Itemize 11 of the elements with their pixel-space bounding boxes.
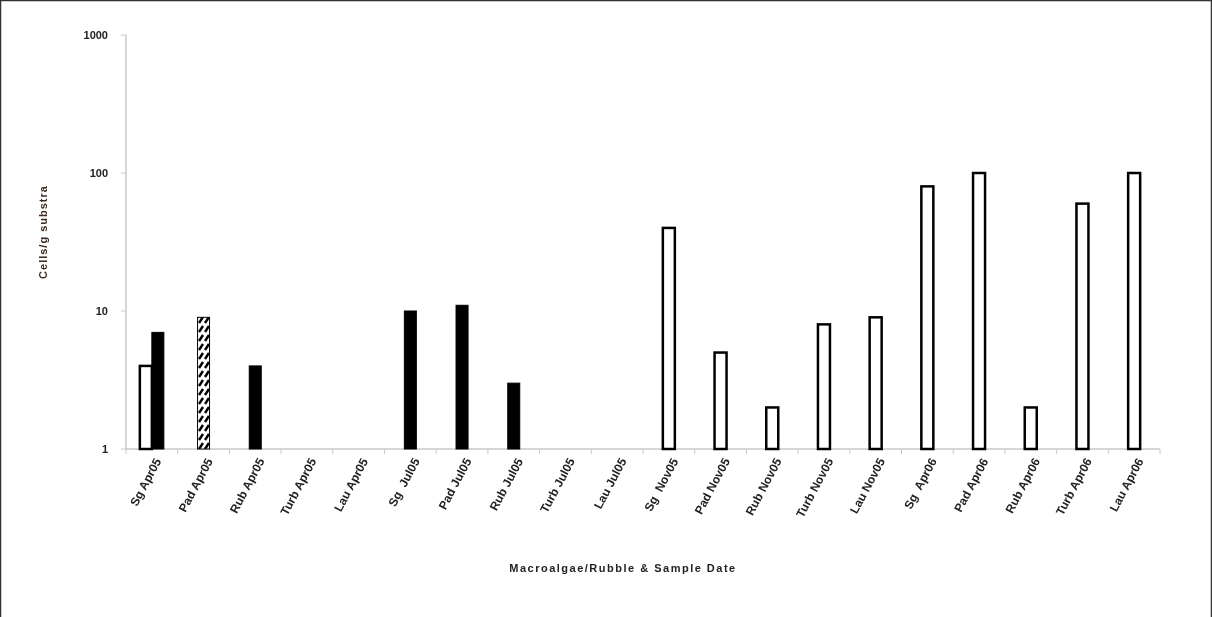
x-tick-label: Sg Jul05 [385,455,423,509]
y-axis-title: Cells/g substra [37,185,49,279]
x-tick-label: Lau Jul05 [591,455,630,512]
x-tick-label: Turb Jul05 [537,455,578,516]
x-axis-title: Macroalgae/Rubble & Sample Date [509,562,737,574]
x-tick-label: Pad Jul05 [435,455,475,512]
y-tick-label: 100 [89,166,108,179]
y-tick-label: 1000 [83,28,108,41]
x-tick-label: Rub Jul05 [486,455,527,514]
y-tick-label: 1 [101,442,108,455]
y-tick-label: 10 [95,304,108,317]
